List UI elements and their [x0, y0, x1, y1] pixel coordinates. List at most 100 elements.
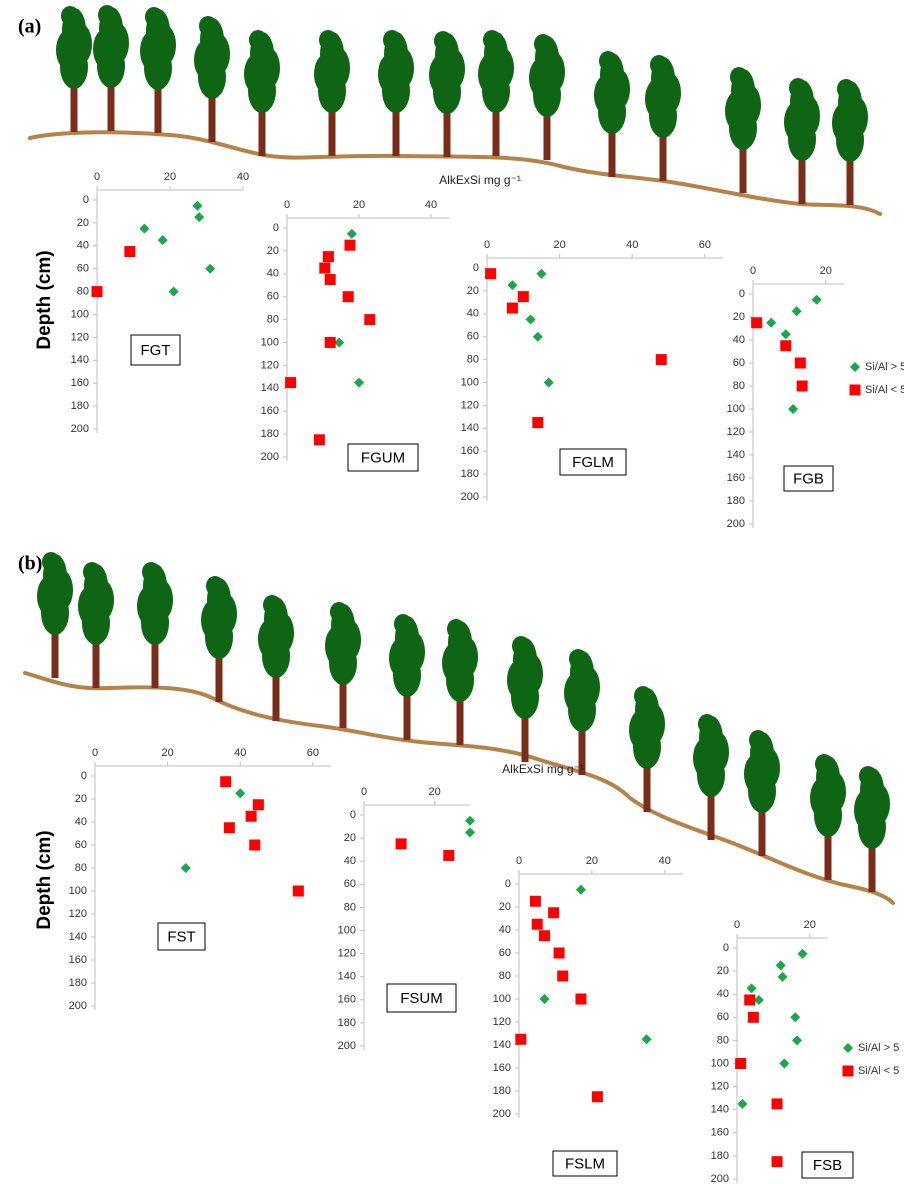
x-tick-label: 20: [429, 786, 441, 798]
point: [364, 314, 375, 325]
point: [192, 201, 202, 211]
y-tick-label: 120: [461, 399, 479, 411]
y-tick-label: 40: [733, 334, 745, 346]
y-tick-label: 60: [717, 1011, 729, 1023]
x-tick-label: 0: [94, 171, 100, 183]
point: [530, 896, 541, 907]
x-tick-label: 40: [425, 199, 437, 211]
y-tick-label: 120: [261, 359, 279, 371]
x-tick-label: 60: [699, 239, 711, 251]
y-tick-label: 200: [493, 1108, 511, 1120]
panel-label: (a): [18, 16, 41, 38]
x-tick-label: 40: [626, 239, 638, 251]
point: [343, 291, 354, 302]
point: [642, 1034, 652, 1044]
y-tick-label: 120: [69, 908, 87, 920]
point: [526, 315, 536, 325]
point: [737, 1099, 747, 1109]
chart-title: FGB: [793, 470, 824, 487]
x-tick-label: 0: [92, 747, 98, 759]
panel-label: (b): [18, 553, 42, 575]
y-tick-label: 200: [71, 423, 89, 435]
y-tick-label: 40: [75, 816, 87, 828]
x-tick-label: 20: [820, 265, 832, 277]
y-tick-label: 20: [75, 793, 87, 805]
y-tick-label: 20: [267, 245, 279, 257]
y-tick-label: 60: [499, 947, 511, 959]
y-tick-label: 100: [727, 403, 745, 415]
point: [246, 811, 257, 822]
y-tick-label: 20: [77, 217, 89, 229]
y-tick-label: 140: [69, 931, 87, 943]
y-tick-label: 200: [69, 1000, 87, 1012]
y-tick-label: 60: [467, 331, 479, 343]
chart-title: FSLM: [565, 1155, 605, 1172]
point: [485, 268, 496, 279]
point: [345, 240, 356, 251]
y-tick-label: 140: [261, 382, 279, 394]
point: [536, 269, 546, 279]
y-tick-label: 0: [273, 222, 279, 234]
y-tick-label: 140: [711, 1104, 729, 1116]
y-tick-label: 200: [261, 451, 279, 463]
y-tick-label: 0: [81, 770, 87, 782]
point: [507, 280, 517, 290]
point: [766, 318, 776, 328]
point: [169, 287, 179, 297]
point: [249, 840, 260, 851]
y-tick-label: 80: [467, 354, 479, 366]
y-tick-label: 140: [493, 1039, 511, 1051]
y-tick-label: 80: [267, 314, 279, 326]
chart-title: FST: [167, 928, 195, 945]
y-tick-label: 40: [467, 308, 479, 320]
y-tick-label: 160: [338, 994, 356, 1006]
point: [576, 885, 586, 895]
y-tick-label: 140: [71, 354, 89, 366]
point: [325, 337, 336, 348]
x-axis-label: AlkExSi mg g⁻¹: [502, 762, 584, 776]
legend-marker: [843, 1066, 854, 1077]
point: [792, 306, 802, 316]
y-tick-label: 0: [723, 942, 729, 954]
point: [181, 863, 191, 873]
trees: [37, 552, 890, 892]
x-tick-label: 20: [161, 747, 173, 759]
point: [220, 776, 231, 787]
y-axis-label: Depth (cm): [34, 250, 55, 349]
point: [532, 919, 543, 930]
point: [735, 1058, 746, 1069]
x-tick-label: 20: [353, 199, 365, 211]
point: [772, 1156, 783, 1167]
x-tick-label: 0: [284, 199, 290, 211]
y-tick-label: 60: [267, 291, 279, 303]
point: [779, 1059, 789, 1069]
y-tick-label: 160: [711, 1127, 729, 1139]
x-tick-label: 20: [804, 919, 816, 931]
y-tick-label: 180: [71, 400, 89, 412]
y-tick-label: 120: [493, 1016, 511, 1028]
y-tick-label: 160: [493, 1062, 511, 1074]
y-tick-label: 120: [711, 1081, 729, 1093]
y-tick-label: 160: [71, 377, 89, 389]
point: [781, 329, 791, 339]
point: [194, 212, 204, 222]
chart-title: FSB: [813, 1157, 842, 1174]
y-tick-label: 20: [733, 311, 745, 323]
y-tick-label: 80: [733, 380, 745, 392]
y-tick-label: 40: [499, 924, 511, 936]
point: [554, 948, 565, 959]
point: [325, 274, 336, 285]
legend-label: Si/Al > 5: [858, 1042, 899, 1054]
point: [792, 1035, 802, 1045]
y-tick-label: 80: [75, 862, 87, 874]
y-tick-label: 140: [338, 971, 356, 983]
y-tick-label: 80: [499, 970, 511, 982]
point: [158, 235, 168, 245]
y-tick-label: 100: [261, 336, 279, 348]
point: [748, 1012, 759, 1023]
y-tick-label: 140: [461, 422, 479, 434]
point: [592, 1091, 603, 1102]
point: [532, 417, 543, 428]
point: [539, 930, 550, 941]
point: [790, 1012, 800, 1022]
